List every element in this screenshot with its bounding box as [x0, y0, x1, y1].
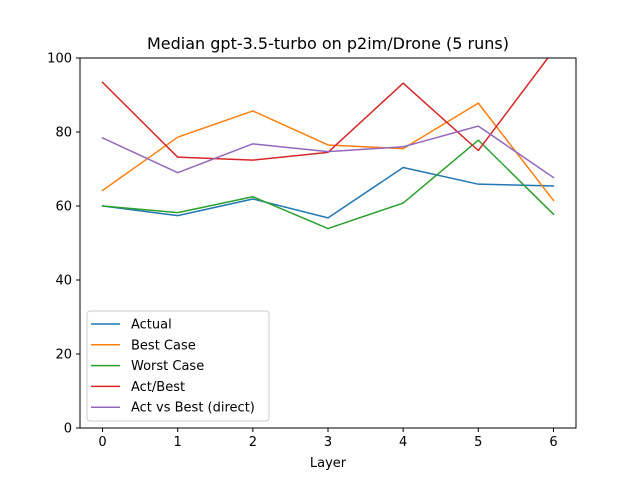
- legend-label-4: Act vs Best (direct): [131, 401, 255, 416]
- series-layer: [101, 58, 555, 230]
- legend-label-3: Act/Best: [131, 380, 185, 395]
- y-axis-ticks: 0 20 40 60 80 100: [47, 52, 80, 437]
- legend-label-1: Best Case: [131, 338, 196, 353]
- x-tick-label: 3: [324, 435, 332, 450]
- legend-box: [86, 310, 270, 422]
- y-tick-label: 80: [55, 126, 72, 141]
- x-axis-ticks: 0 1 2 3 4 5 6: [98, 428, 558, 450]
- series-line-2: [101, 139, 555, 230]
- x-tick-label: 4: [399, 435, 407, 450]
- y-tick-label: 0: [64, 422, 72, 437]
- legend-label-0: Actual: [131, 318, 172, 333]
- y-tick-label: 100: [47, 52, 72, 67]
- y-tick-label: 60: [55, 200, 72, 215]
- x-tick-label: 0: [98, 435, 106, 450]
- x-tick-label: 2: [249, 435, 257, 450]
- legend: Actual Best Case Worst Case Act/Best Act vs …: [86, 310, 270, 422]
- series-line-4: [101, 125, 555, 179]
- series-line-1: [101, 102, 555, 202]
- x-tick-label: 5: [474, 435, 482, 450]
- x-axis-label: Layer: [310, 456, 347, 471]
- x-tick-label: 6: [549, 435, 557, 450]
- y-tick-label: 20: [55, 348, 72, 363]
- y-tick-label: 40: [55, 274, 72, 289]
- x-tick-label: 1: [174, 435, 182, 450]
- legend-label-2: Worst Case: [131, 359, 204, 374]
- chart-title: Median gpt-3.5-turbo on p2im/Drone (5 ru…: [147, 34, 509, 53]
- series-line-0: [101, 166, 555, 219]
